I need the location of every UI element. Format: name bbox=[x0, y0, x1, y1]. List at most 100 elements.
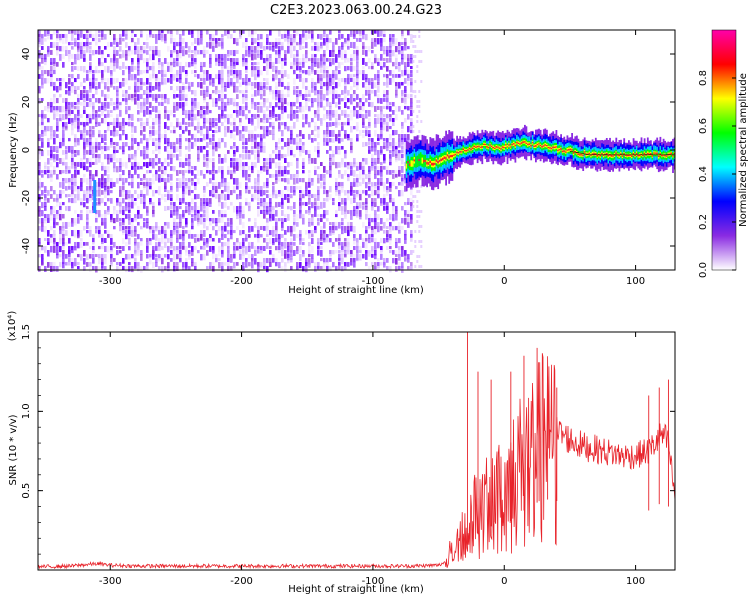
noise-cell bbox=[401, 150, 404, 154]
noise-cell bbox=[377, 190, 380, 197]
noise-cell bbox=[239, 202, 242, 209]
noise-cell bbox=[218, 202, 221, 207]
noise-cell bbox=[38, 218, 41, 224]
noise-cell bbox=[293, 70, 296, 75]
noise-cell bbox=[92, 242, 95, 246]
noise-cell bbox=[326, 218, 329, 222]
noise-cell bbox=[272, 90, 275, 95]
noise-cell bbox=[395, 86, 398, 91]
noise-cell bbox=[263, 166, 266, 172]
noise-cell bbox=[74, 162, 77, 169]
noise-cell bbox=[65, 166, 68, 172]
noise-cell bbox=[365, 202, 368, 208]
noise-cell bbox=[365, 82, 368, 86]
noise-cell bbox=[374, 158, 377, 164]
noise-cell bbox=[149, 30, 152, 36]
noise-cell bbox=[242, 214, 245, 219]
noise-cell bbox=[80, 158, 83, 162]
noise-cell bbox=[329, 62, 332, 67]
noise-cell bbox=[290, 266, 293, 271]
noise-cell bbox=[44, 226, 47, 233]
noise-cell bbox=[353, 170, 356, 177]
noise-cell bbox=[152, 226, 155, 233]
noise-cell bbox=[104, 82, 107, 89]
noise-cell bbox=[356, 30, 359, 35]
noise-cell bbox=[278, 70, 281, 75]
noise-cell bbox=[200, 198, 203, 202]
noise-cell bbox=[134, 250, 137, 256]
noise-cell bbox=[224, 62, 227, 69]
noise-cell bbox=[389, 42, 392, 48]
noise-cell bbox=[137, 54, 140, 59]
noise-cell bbox=[236, 238, 239, 244]
noise-cell bbox=[323, 266, 326, 270]
noise-cell bbox=[320, 98, 323, 103]
noise-cell bbox=[374, 122, 377, 128]
noise-cell bbox=[92, 234, 95, 239]
ridge-cell bbox=[478, 145, 481, 148]
noise-cell bbox=[383, 106, 386, 109]
noise-cell bbox=[65, 146, 68, 150]
noise-cell bbox=[218, 158, 221, 164]
noise-cell bbox=[335, 214, 338, 218]
noise-cell bbox=[380, 170, 383, 177]
noise-cell bbox=[227, 238, 230, 242]
noise-cell bbox=[167, 62, 170, 67]
noise-cell bbox=[116, 58, 119, 64]
noise-cell bbox=[53, 30, 56, 36]
noise-cell bbox=[293, 114, 296, 119]
noise-cell bbox=[140, 242, 143, 246]
noise-cell bbox=[206, 210, 209, 214]
noise-cell bbox=[350, 58, 353, 62]
noise-cell bbox=[266, 86, 269, 90]
noise-cell bbox=[272, 74, 275, 81]
noise-cell bbox=[158, 142, 161, 146]
noise-cell bbox=[47, 70, 50, 77]
noise-cell bbox=[263, 66, 266, 71]
noise-cell bbox=[356, 94, 359, 100]
noise-cell bbox=[335, 150, 338, 155]
noise-cell bbox=[314, 226, 317, 233]
noise-cell bbox=[95, 50, 98, 55]
noise-cell bbox=[302, 82, 305, 89]
noise-cell bbox=[203, 218, 206, 222]
noise-cell bbox=[152, 118, 155, 125]
noise-cell bbox=[356, 166, 359, 171]
noise-cell bbox=[176, 238, 179, 243]
noise-cell bbox=[227, 82, 230, 88]
noise-cell bbox=[233, 126, 236, 132]
noise-cell bbox=[176, 262, 179, 266]
noise-cell bbox=[149, 242, 152, 246]
noise-cell bbox=[398, 226, 401, 231]
noise-cell bbox=[332, 50, 335, 57]
noise-cell bbox=[275, 246, 278, 251]
noise-cell bbox=[131, 254, 134, 259]
noise-cell bbox=[203, 194, 206, 198]
noise-cell bbox=[326, 74, 329, 78]
noise-cell bbox=[62, 98, 65, 103]
noise-cell bbox=[239, 118, 242, 123]
noise-cell bbox=[320, 182, 323, 189]
noise-cell bbox=[182, 266, 185, 270]
noise-cell bbox=[125, 190, 128, 195]
noise-cell bbox=[152, 174, 155, 178]
noise-cell bbox=[56, 198, 59, 203]
noise-cell bbox=[314, 146, 317, 152]
noise-cell bbox=[287, 226, 290, 233]
noise-cell bbox=[368, 122, 371, 128]
noise-cell bbox=[182, 194, 185, 201]
noise-cell bbox=[257, 142, 260, 147]
noise-cell bbox=[203, 62, 206, 68]
noise-cell bbox=[392, 198, 395, 203]
noise-cell bbox=[161, 38, 164, 42]
noise-cell bbox=[302, 34, 305, 38]
noise-cell bbox=[89, 134, 92, 140]
noise-cell bbox=[158, 226, 161, 231]
noise-cell bbox=[71, 154, 74, 159]
noise-cell bbox=[251, 70, 254, 77]
noise-cell bbox=[83, 46, 86, 50]
noise-cell bbox=[77, 50, 80, 54]
noise-cell bbox=[170, 190, 173, 194]
noise-cell bbox=[233, 102, 236, 107]
noise-cell bbox=[278, 102, 281, 107]
